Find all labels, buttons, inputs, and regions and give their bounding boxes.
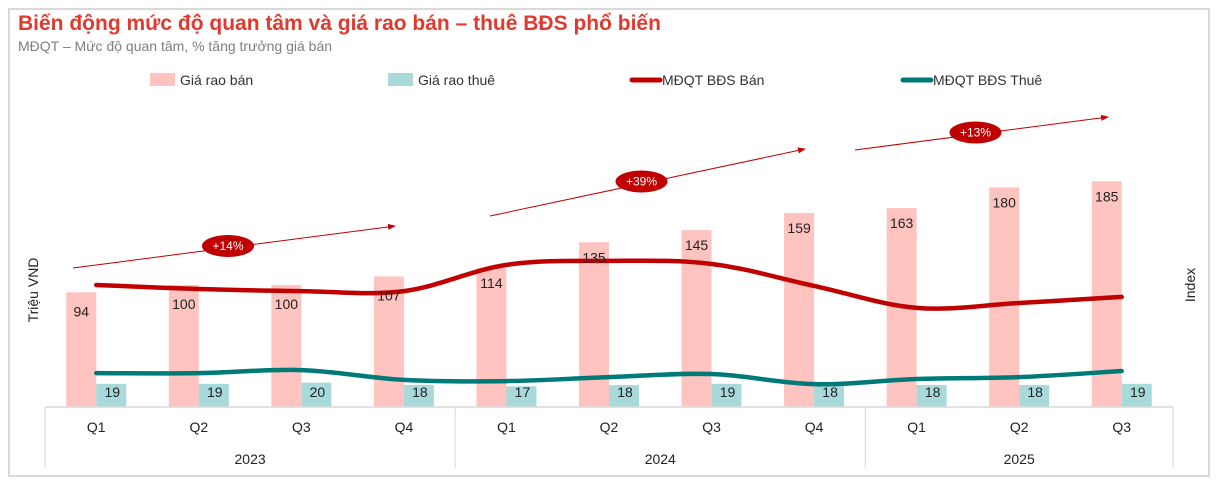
bar-gia-rao-thue [96, 383, 127, 407]
legend-swatch [150, 73, 175, 86]
x-tick-label: Q3 [292, 419, 311, 435]
data-label-gia-rao-thue: 17 [515, 384, 531, 400]
bar-gia-rao-thue [814, 385, 845, 407]
bar-gia-rao-ban [66, 292, 97, 407]
y2-axis-title: Index [1182, 268, 1198, 302]
chart-frame [8, 8, 1210, 477]
data-label-gia-rao-thue: 18 [412, 384, 428, 400]
data-label-gia-rao-ban: 163 [890, 215, 914, 231]
x-tick-label: Q4 [395, 419, 414, 435]
data-label-gia-rao-thue: 19 [720, 384, 736, 400]
data-label-gia-rao-thue: 18 [925, 384, 941, 400]
bar-gia-rao-ban [373, 276, 404, 407]
growth-badge [949, 121, 1002, 144]
x-tick-label: Q2 [189, 419, 208, 435]
x-tick-label: Q1 [907, 419, 926, 435]
bar-gia-rao-thue [711, 383, 742, 407]
growth-badge-label: +13% [960, 126, 991, 140]
bar-gia-rao-ban [271, 285, 302, 407]
bar-gia-rao-ban [476, 267, 507, 407]
legend-label: Giá rao thuê [418, 72, 495, 88]
legend-swatch [388, 73, 413, 86]
data-label-gia-rao-ban: 94 [73, 303, 89, 319]
bar-gia-rao-ban [681, 230, 712, 407]
x-year-label: 2023 [235, 451, 266, 467]
bar-gia-rao-thue [916, 385, 947, 407]
data-label-gia-rao-ban: 185 [1095, 188, 1119, 204]
y-axis-title: Triệu VND [25, 258, 41, 323]
data-label-gia-rao-thue: 18 [617, 384, 633, 400]
bar-gia-rao-thue [198, 383, 229, 407]
bar-gia-rao-ban [579, 242, 609, 407]
data-label-gia-rao-thue: 18 [1027, 384, 1043, 400]
data-label-gia-rao-thue: 19 [104, 384, 120, 400]
data-label-gia-rao-thue: 19 [1130, 384, 1146, 400]
data-label-gia-rao-ban: 114 [480, 275, 503, 291]
bar-gia-rao-thue [506, 386, 537, 407]
data-label-gia-rao-ban: 100 [275, 296, 299, 312]
x-year-label: 2024 [645, 451, 676, 467]
bar-gia-rao-ban [168, 285, 199, 407]
legend-label: Giá rao bán [180, 72, 253, 88]
data-label-gia-rao-ban: 107 [377, 287, 401, 303]
bar-gia-rao-thue [1121, 383, 1152, 407]
data-label-gia-rao-thue: 18 [822, 384, 838, 400]
bar-gia-rao-thue [1019, 385, 1050, 407]
data-label-gia-rao-ban: 159 [787, 220, 811, 236]
bar-gia-rao-thue [301, 382, 332, 407]
x-tick-label: Q3 [1112, 419, 1131, 435]
bar-gia-rao-ban [784, 213, 815, 407]
chart-subtitle: MĐQT – Mức độ quan tâm, % tăng trưởng gi… [18, 38, 333, 54]
line-mdqt-bds-ban [94, 258, 1124, 311]
legend-label: MĐQT BĐS Thuê [933, 72, 1042, 88]
data-label-gia-rao-thue: 20 [310, 384, 326, 400]
data-label-gia-rao-ban: 135 [582, 249, 606, 265]
x-tick-label: Q1 [87, 419, 106, 435]
growth-badge [615, 170, 668, 193]
growth-badge-label: +39% [626, 175, 657, 189]
x-tick-label: Q1 [497, 419, 516, 435]
data-label-gia-rao-thue: 19 [207, 384, 223, 400]
x-tick-label: Q2 [600, 419, 619, 435]
chart-title: Biến động mức độ quan tâm và giá rao bán… [18, 12, 661, 35]
data-label-gia-rao-ban: 100 [172, 296, 196, 312]
growth-badge [202, 235, 254, 257]
bar-gia-rao-thue [403, 385, 434, 407]
bar-gia-rao-thue [609, 385, 639, 407]
data-label-gia-rao-ban: 180 [993, 194, 1017, 210]
data-label-gia-rao-ban: 145 [685, 237, 709, 253]
x-year-label: 2025 [1004, 451, 1035, 467]
x-tick-label: Q3 [702, 419, 721, 435]
x-tick-label: Q2 [1010, 419, 1029, 435]
legend-label: MĐQT BĐS Bán [662, 72, 764, 88]
x-tick-label: Q4 [805, 419, 824, 435]
line-mdqt-bds-thue [94, 367, 1124, 387]
bar-gia-rao-ban [989, 187, 1020, 407]
growth-badge-label: +14% [212, 239, 243, 253]
